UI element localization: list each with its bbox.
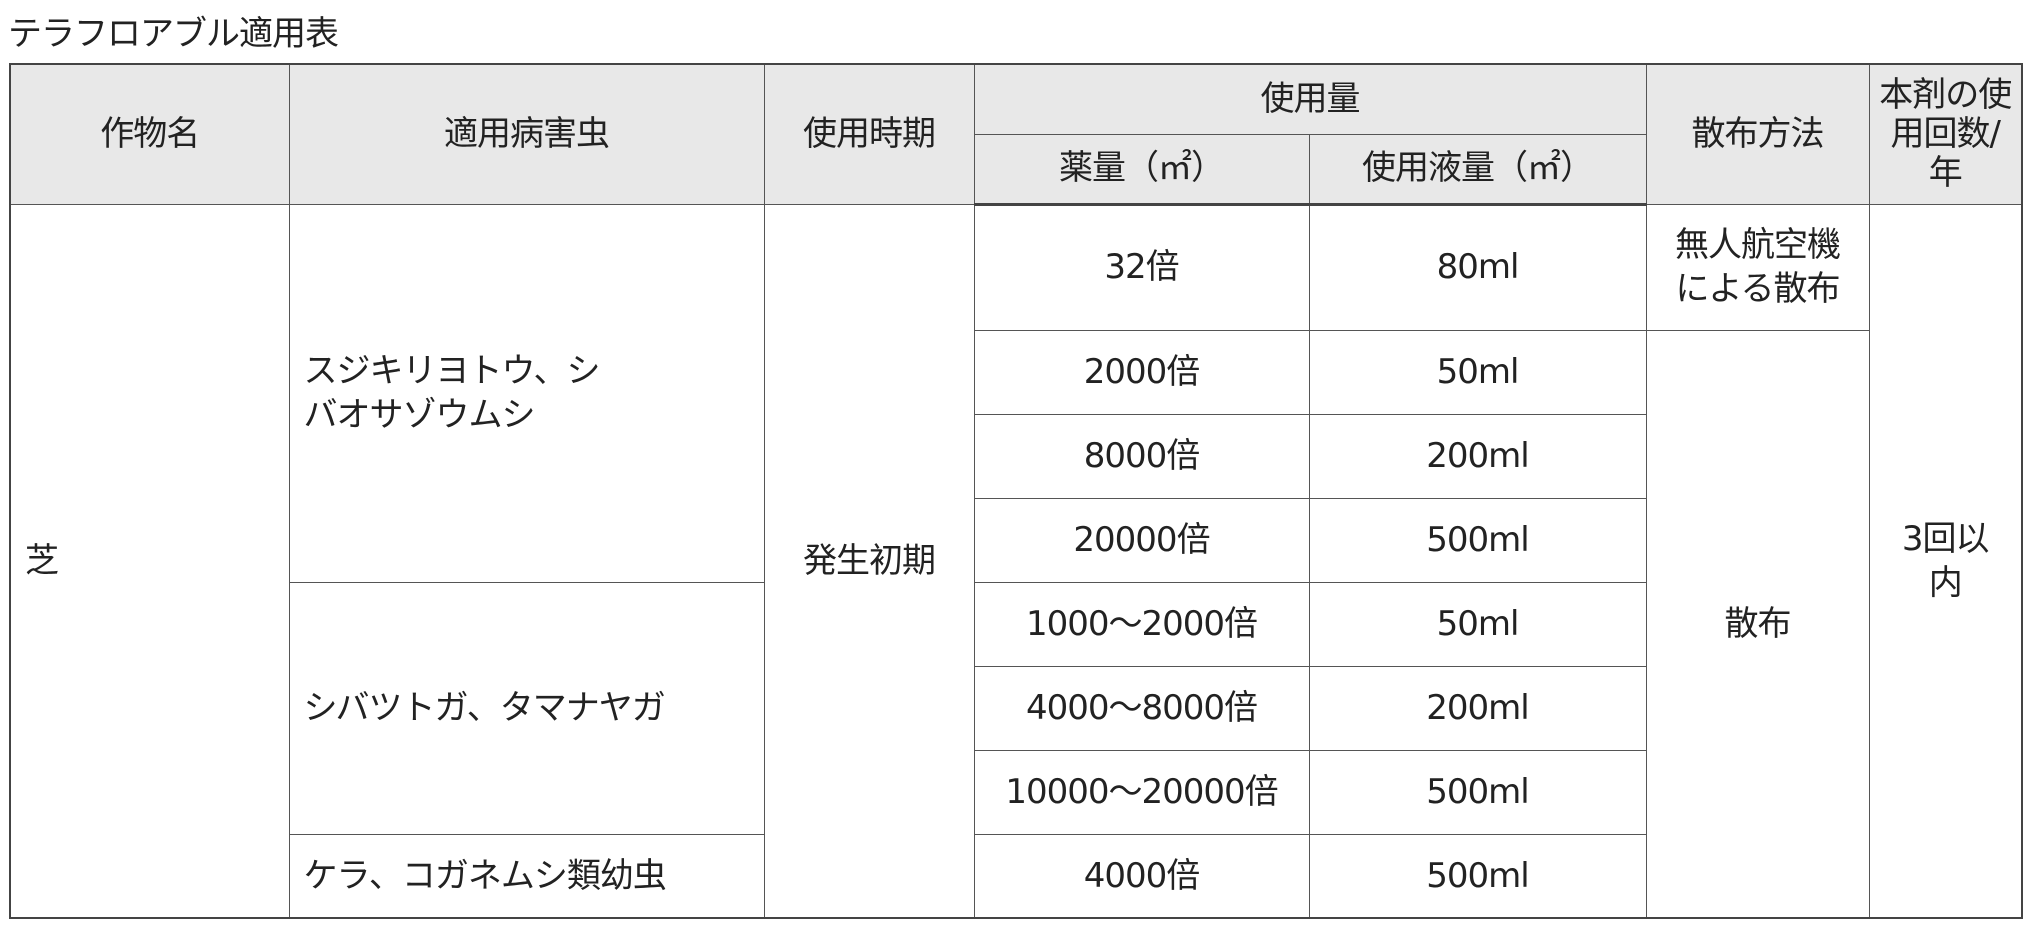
pest-cell: ケラ、コガネムシ類幼虫 (288, 833, 765, 919)
chemical-cell: 10000～20000倍 (973, 749, 1310, 835)
table-row: 4000～8000倍 200ml (10, 665, 2022, 751)
timing-cell: 発生初期 (763, 203, 975, 919)
liquid-cell: 80ml (1308, 203, 1647, 331)
liquid-cell: 500ml (1308, 833, 1647, 919)
liquid-cell: 50ml (1308, 329, 1647, 415)
table-row: シバツトガ、タマナヤガ 1000～2000倍 50ml (10, 581, 2022, 835)
chemical-cell: 32倍 (973, 203, 1310, 331)
count-cell: 3回以内 (1868, 203, 2023, 919)
pest-cell: シバツトガ、タマナヤガ (288, 581, 765, 835)
liquid-cell: 200ml (1308, 665, 1647, 751)
method-cell: 散布 (1645, 329, 1870, 919)
chemical-cell: 1000～2000倍 (973, 581, 1310, 667)
pest-cell: スジキリヨトウ、シバオサゾウムシ (288, 203, 765, 583)
chemical-cell: 20000倍 (973, 497, 1310, 583)
header-amount: 使用量 (973, 63, 1647, 135)
table-row: 2000倍 50ml 散布 (10, 329, 2022, 919)
table-row: ケラ、コガネムシ類幼虫 4000倍 500ml (10, 833, 2022, 919)
liquid-cell: 500ml (1308, 497, 1647, 583)
method-cell: 無人航空機による散布 (1645, 203, 1870, 331)
crop-cell: 芝 (9, 203, 290, 919)
chemical-cell: 8000倍 (973, 413, 1310, 499)
chemical-cell: 4000～8000倍 (973, 665, 1310, 751)
header-method: 散布方法 (1645, 63, 1870, 205)
header-timing: 使用時期 (763, 63, 975, 205)
liquid-cell: 200ml (1308, 413, 1647, 499)
liquid-cell: 500ml (1308, 749, 1647, 835)
application-table: 作物名 適用病害虫 使用時期 使用量 散布方法 本剤の使用回数/年 薬量（㎡） … (9, 63, 2023, 919)
chemical-cell: 2000倍 (973, 329, 1310, 415)
header-chemical: 薬量（㎡） (973, 133, 1310, 206)
header-pest: 適用病害虫 (288, 63, 765, 205)
page-title: テラフロアブル適用表 (8, 14, 339, 54)
liquid-cell: 50ml (1308, 581, 1647, 667)
table-row: 10000～20000倍 500ml (10, 749, 2022, 835)
table-row: 芝 スジキリヨトウ、シバオサゾウムシ 発生初期 32倍 80ml 無人航空機によ… (9, 203, 2023, 919)
chemical-cell: 4000倍 (973, 833, 1310, 919)
header-liquid: 使用液量（㎡） (1308, 133, 1647, 206)
header-count: 本剤の使用回数/年 (1868, 63, 2023, 205)
header-crop: 作物名 (9, 63, 290, 205)
